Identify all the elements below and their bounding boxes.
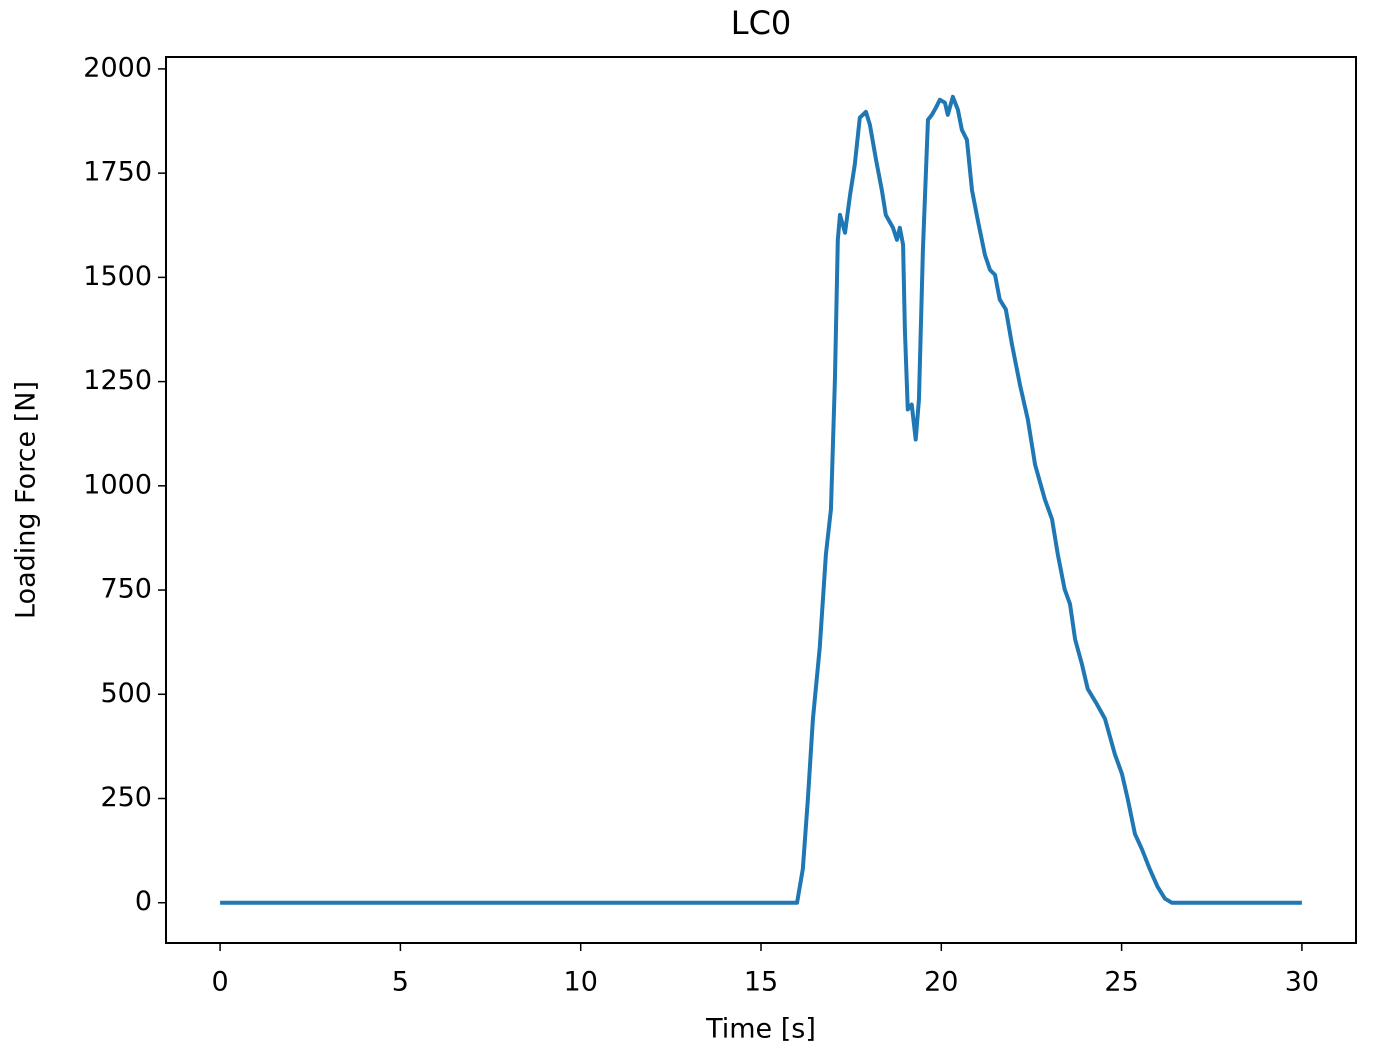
x-tick-label: 20 bbox=[924, 967, 958, 998]
x-tick-label: 30 bbox=[1285, 967, 1319, 998]
x-tick-label: 10 bbox=[564, 967, 598, 998]
plot-frame bbox=[165, 56, 1357, 944]
y-tick-label: 0 bbox=[135, 886, 152, 917]
y-axis-label: Loading Force [N] bbox=[11, 381, 42, 619]
x-axis-label: Time [s] bbox=[705, 1014, 816, 1045]
y-tick-label: 2000 bbox=[83, 52, 152, 83]
y-tick-label: 250 bbox=[100, 782, 152, 813]
y-tick-label: 1500 bbox=[83, 261, 152, 292]
x-tick-label: 0 bbox=[211, 967, 228, 998]
y-tick-label: 1750 bbox=[83, 157, 152, 188]
y-tick-label: 1000 bbox=[83, 469, 152, 500]
y-tick-label: 750 bbox=[100, 574, 152, 605]
y-tick-label: 1250 bbox=[83, 365, 152, 396]
y-tick-label: 500 bbox=[100, 678, 152, 709]
x-tick-label: 25 bbox=[1104, 967, 1138, 998]
chart-title: LC0 bbox=[731, 4, 792, 42]
x-tick-label: 15 bbox=[744, 967, 778, 998]
x-tick-label: 5 bbox=[392, 967, 409, 998]
data-line bbox=[220, 94, 1302, 905]
